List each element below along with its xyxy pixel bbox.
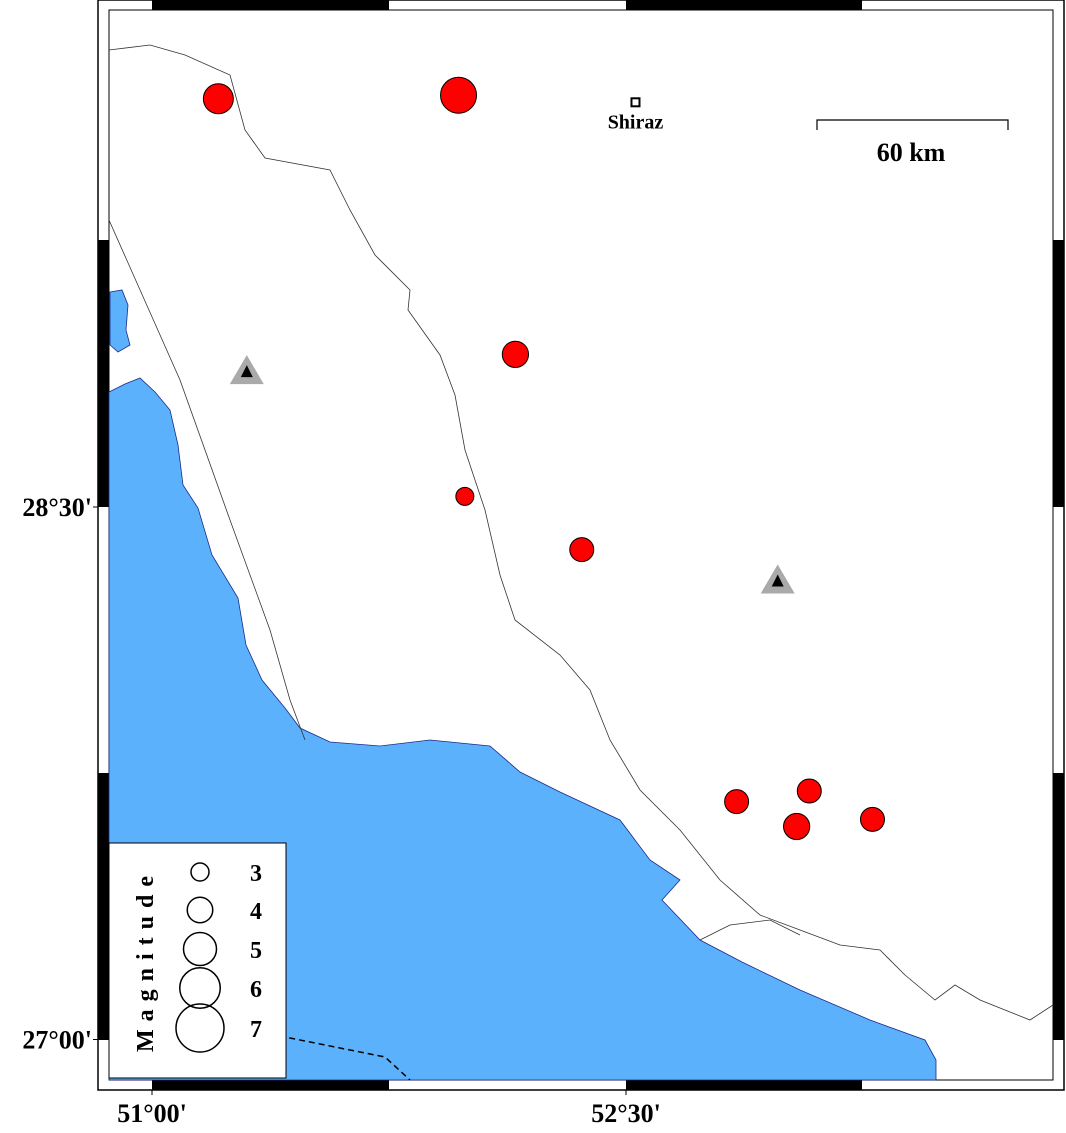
legend-label: 7: [250, 1017, 262, 1043]
legend-circle: [182, 931, 218, 967]
earthquake: [501, 340, 530, 368]
earthquake: [440, 76, 478, 114]
station: [771, 574, 784, 587]
road-line: [108, 219, 306, 741]
scale-bar: [816, 119, 1009, 130]
legend-circle: [179, 967, 221, 1009]
earthquake: [202, 83, 234, 115]
sea: [108, 377, 937, 1081]
earthquake: [455, 486, 475, 506]
island: [109, 289, 131, 353]
dashed-border: [249, 1029, 411, 1081]
legend-label: 3: [250, 861, 262, 887]
earthquake: [796, 778, 822, 804]
legend-title: Magnitude: [133, 868, 159, 1052]
legend-label: 4: [250, 899, 262, 925]
city-marker: [630, 97, 641, 108]
legend-circle: [190, 862, 210, 882]
border-line: [108, 44, 1054, 1021]
lon-tick-label: 51°00': [117, 1099, 187, 1128]
legend-circle: [175, 1003, 225, 1053]
city-label: Shiraz: [608, 111, 664, 133]
station: [240, 365, 253, 378]
lat-tick-label: 27°00': [22, 1026, 92, 1055]
earthquake: [724, 789, 750, 815]
lat-tick-label: 28°30': [22, 493, 92, 522]
legend-label: 6: [250, 977, 262, 1003]
legend-circle: [186, 896, 214, 924]
earthquake: [859, 806, 885, 832]
legend-label: 5: [250, 938, 262, 964]
border-line: [699, 919, 801, 941]
legend-box: [108, 842, 287, 1079]
earthquake: [783, 812, 811, 841]
frame-bars: [98, 0, 1064, 1090]
lon-tick-label: 52°30': [591, 1099, 661, 1128]
earthquake: [569, 537, 595, 563]
scale-label: 60 km: [877, 138, 946, 167]
